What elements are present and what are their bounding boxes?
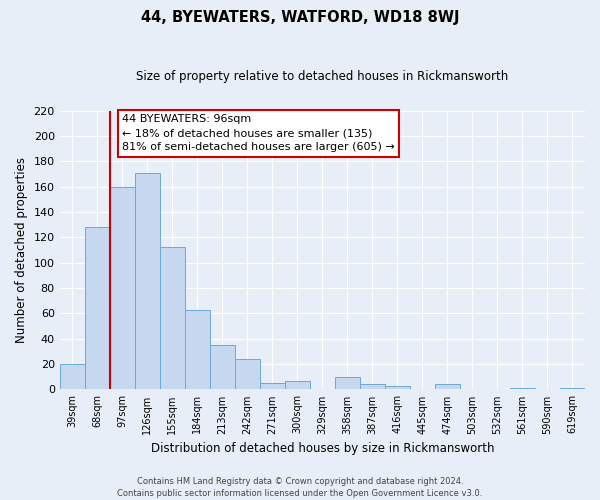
Bar: [335, 377, 360, 390]
Bar: [160, 248, 185, 390]
Y-axis label: Number of detached properties: Number of detached properties: [15, 157, 28, 343]
Bar: [235, 359, 260, 390]
Bar: [85, 227, 110, 390]
Bar: [560, 388, 585, 390]
Bar: [110, 186, 135, 390]
Text: 44 BYEWATERS: 96sqm
← 18% of detached houses are smaller (135)
81% of semi-detac: 44 BYEWATERS: 96sqm ← 18% of detached ho…: [122, 114, 395, 152]
X-axis label: Distribution of detached houses by size in Rickmansworth: Distribution of detached houses by size …: [151, 442, 494, 455]
Bar: [435, 384, 460, 390]
Bar: [59, 364, 85, 390]
Bar: [135, 172, 160, 390]
Title: Size of property relative to detached houses in Rickmansworth: Size of property relative to detached ho…: [136, 70, 508, 83]
Bar: [360, 384, 385, 390]
Bar: [285, 380, 310, 390]
Bar: [210, 345, 235, 390]
Text: Contains HM Land Registry data © Crown copyright and database right 2024.
Contai: Contains HM Land Registry data © Crown c…: [118, 476, 482, 498]
Bar: [185, 310, 210, 390]
Bar: [260, 383, 285, 390]
Bar: [385, 386, 410, 390]
Text: 44, BYEWATERS, WATFORD, WD18 8WJ: 44, BYEWATERS, WATFORD, WD18 8WJ: [141, 10, 459, 25]
Bar: [510, 388, 535, 390]
